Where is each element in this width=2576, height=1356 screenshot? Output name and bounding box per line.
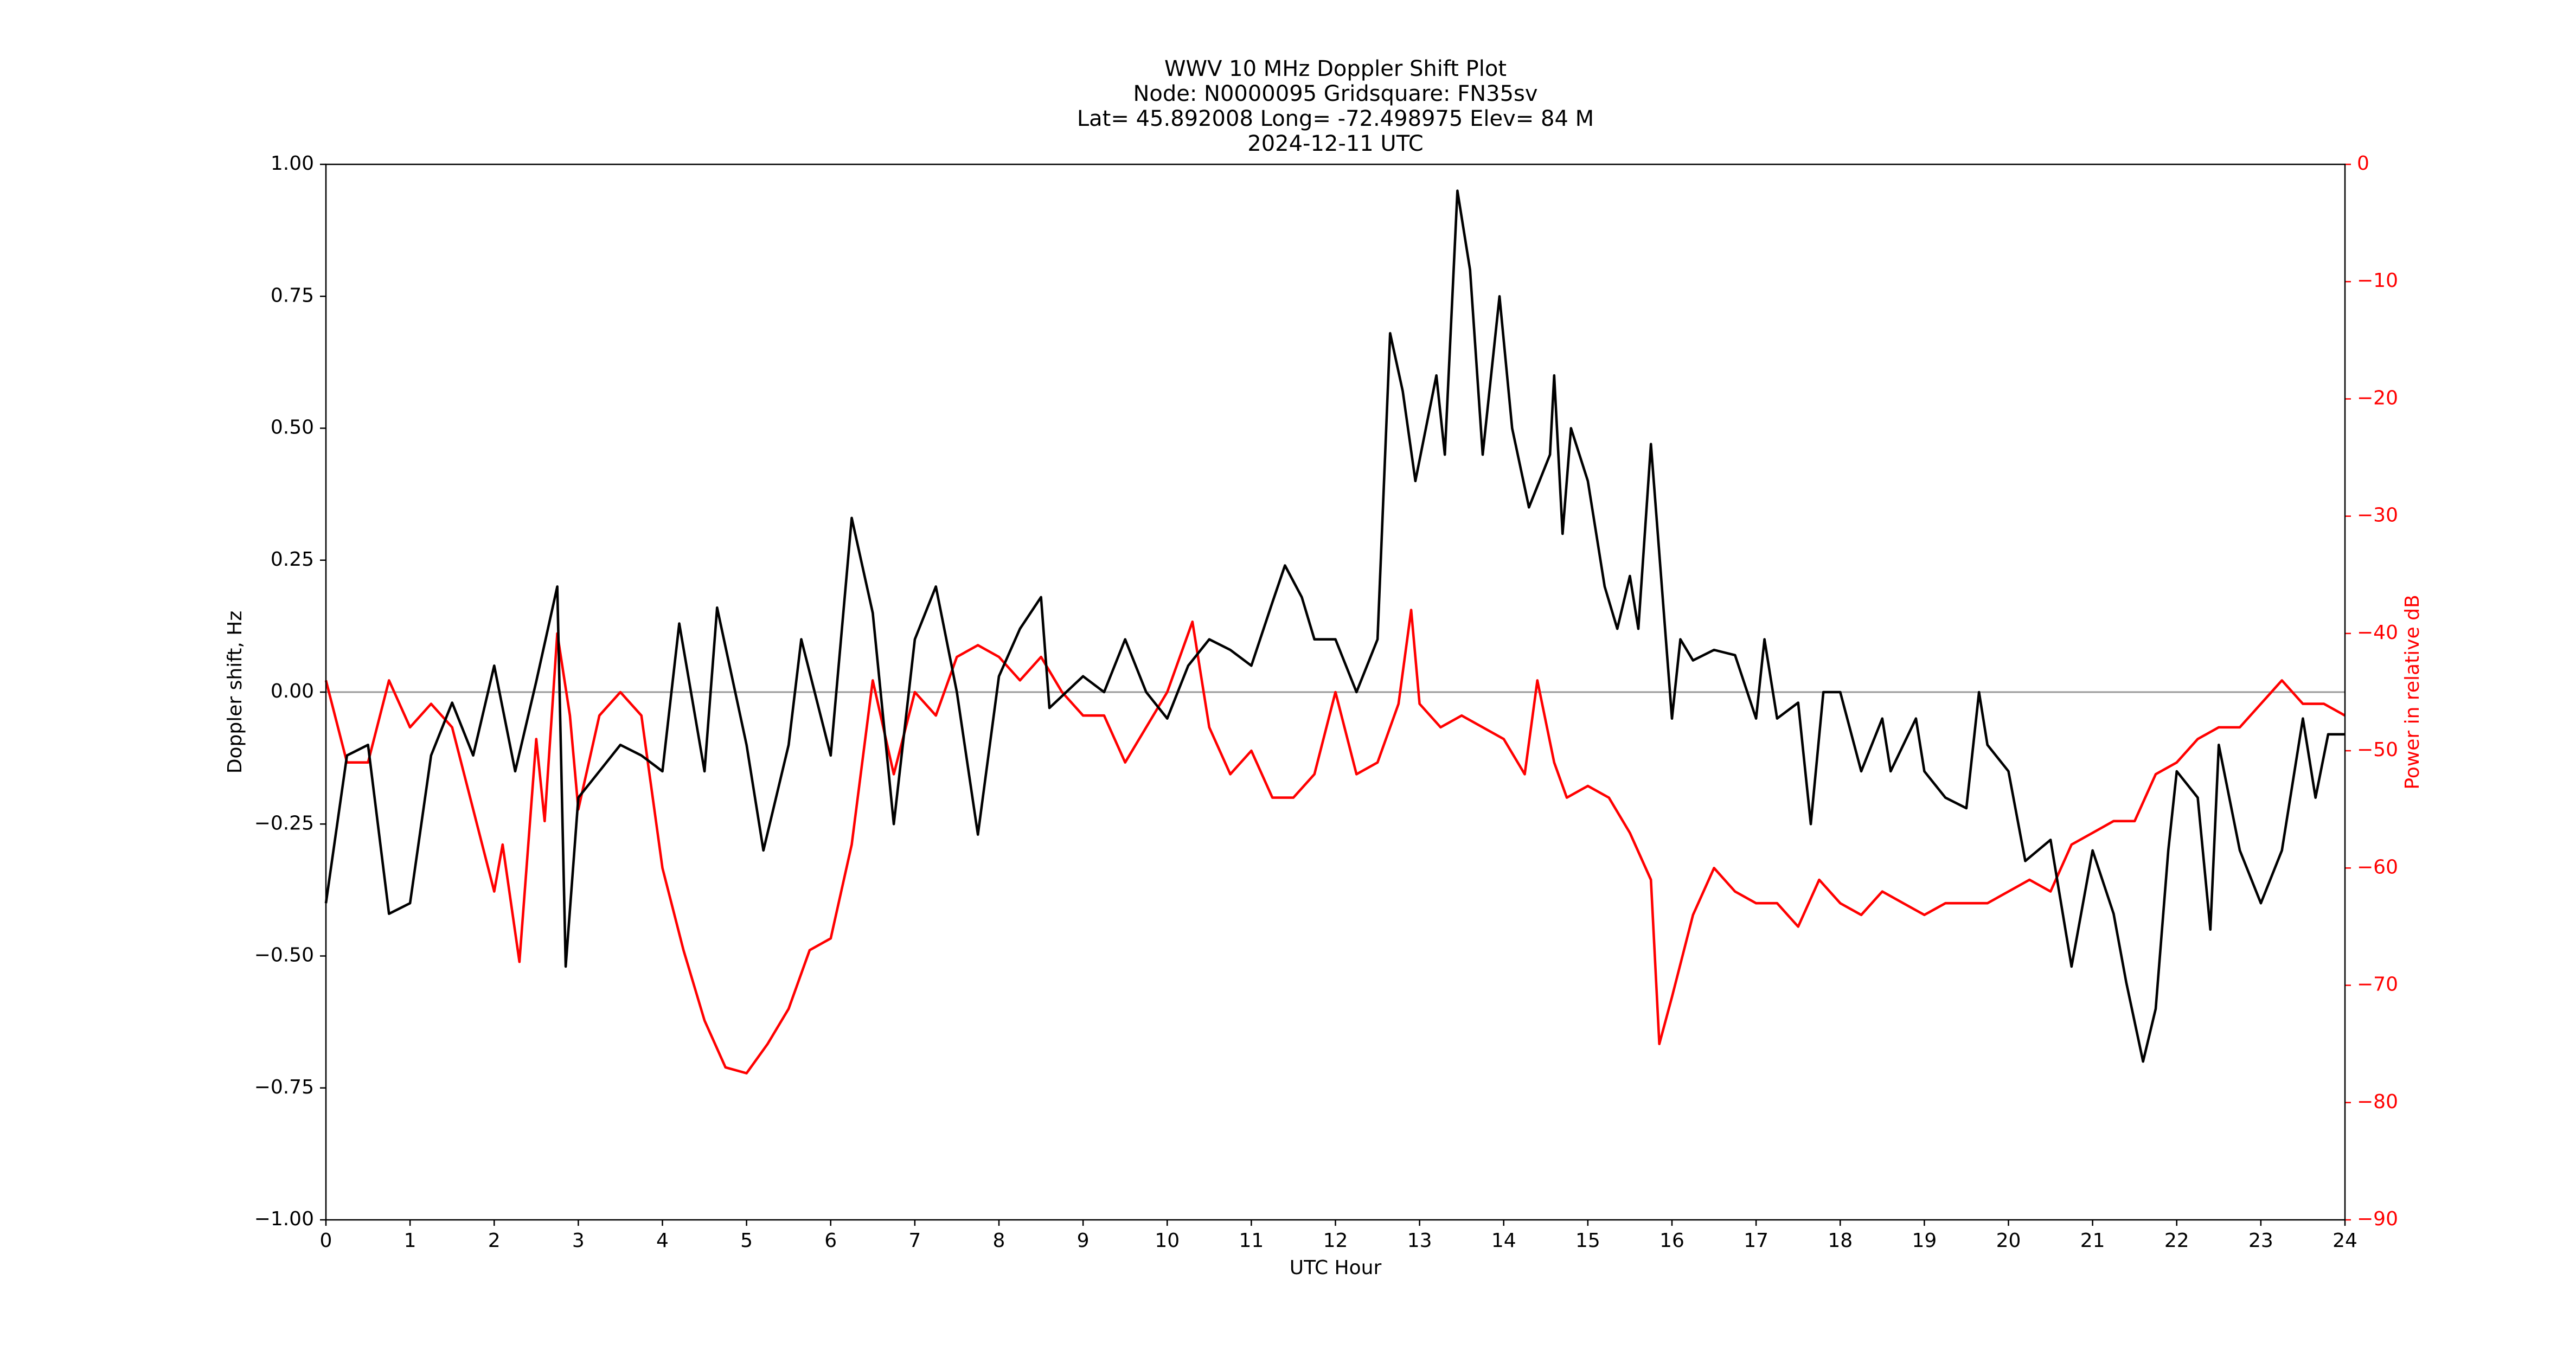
y2-tick-label: −20 — [2357, 387, 2398, 409]
y-tick-label: −0.50 — [254, 944, 314, 967]
x-tick-label: 23 — [2248, 1230, 2273, 1252]
data-line — [324, 189, 2345, 1063]
x-tick-label: 7 — [908, 1230, 921, 1252]
y-tick-label: 0.25 — [271, 548, 314, 571]
x-tick-label: 22 — [2164, 1230, 2189, 1252]
x-tick-label: 1 — [404, 1230, 416, 1252]
x-tick-label: 4 — [656, 1230, 669, 1252]
y-tick-label: −0.25 — [254, 812, 314, 834]
y-tick-label: 1.00 — [271, 152, 314, 175]
x-tick-label: 18 — [1828, 1230, 1853, 1252]
plot-frame — [325, 163, 2346, 1221]
y2-tick-label: −30 — [2357, 504, 2398, 527]
x-tick-label: 9 — [1077, 1230, 1090, 1252]
x-tick-label: 8 — [993, 1230, 1005, 1252]
y2-tick-label: 0 — [2357, 152, 2369, 175]
chart-title: Lat= 45.892008 Long= -72.498975 Elev= 84… — [1077, 106, 1594, 131]
y2-tick-label: −10 — [2357, 270, 2398, 292]
y2-tick-label: −80 — [2357, 1091, 2398, 1113]
x-tick-label: 3 — [572, 1230, 585, 1252]
x-tick-label: 2 — [488, 1230, 501, 1252]
y-tick-label: −1.00 — [254, 1208, 314, 1230]
y2-tick-label: −40 — [2357, 622, 2398, 644]
y-axis-label: Doppler shift, Hz — [224, 611, 246, 773]
x-tick-label: 0 — [320, 1230, 332, 1252]
x-tick-label: 17 — [1744, 1230, 1768, 1252]
x-tick-label: 21 — [2080, 1230, 2105, 1252]
x-tick-label: 19 — [1912, 1230, 1937, 1252]
y2-tick-label: −60 — [2357, 856, 2398, 878]
x-axis-label: UTC Hour — [1290, 1257, 1382, 1279]
y-tick-label: −0.75 — [254, 1076, 314, 1098]
x-tick-label: 14 — [1491, 1230, 1516, 1252]
x-tick-label: 24 — [2333, 1230, 2357, 1252]
y-tick-label: 0.50 — [271, 417, 314, 439]
x-tick-label: 6 — [824, 1230, 837, 1252]
x-tick-label: 20 — [1996, 1230, 2021, 1252]
chart-title: WWV 10 MHz Doppler Shift Plot — [1164, 56, 1507, 81]
y2-axis-label: Power in relative dB — [2401, 594, 2424, 789]
x-tick-label: 13 — [1407, 1230, 1432, 1252]
y-tick-label: 0.00 — [271, 680, 314, 702]
x-tick-label: 10 — [1155, 1230, 1180, 1252]
y-tick-label: 0.75 — [271, 284, 314, 306]
chart-title: 2024-12-11 UTC — [1247, 131, 1423, 156]
x-tick-label: 12 — [1323, 1230, 1348, 1252]
x-tick-label: 11 — [1239, 1230, 1264, 1252]
y2-tick-label: −50 — [2357, 739, 2398, 761]
x-tick-label: 16 — [1659, 1230, 1684, 1252]
y2-tick-label: −70 — [2357, 974, 2398, 996]
x-tick-label: 15 — [1575, 1230, 1600, 1252]
data-line — [324, 609, 2346, 1074]
x-tick-label: 5 — [740, 1230, 753, 1252]
y2-tick-label: −90 — [2357, 1208, 2398, 1230]
chart-title: Node: N0000095 Gridsquare: FN35sv — [1133, 81, 1537, 106]
